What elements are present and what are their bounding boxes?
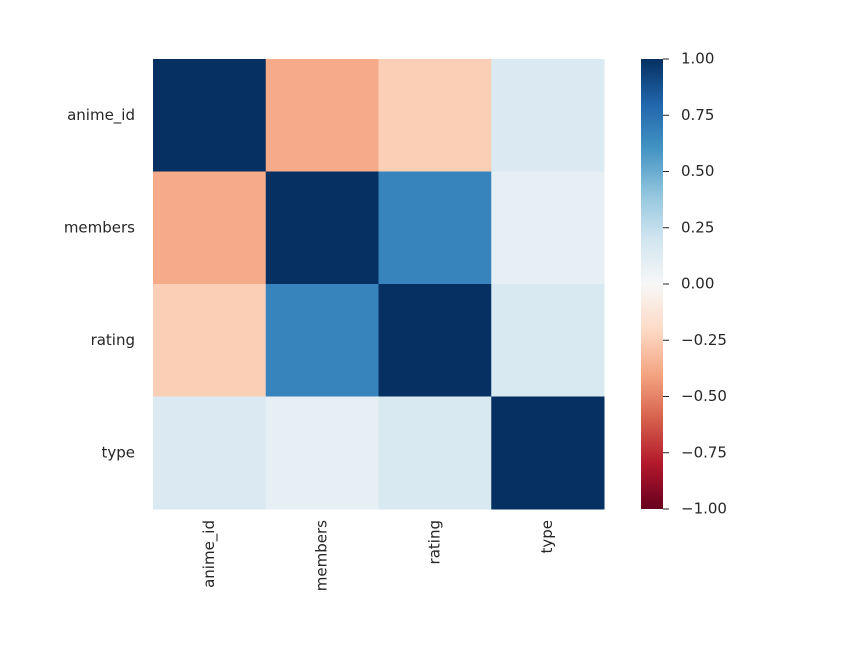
heatmap-cell	[265, 59, 379, 172]
x-tick-label: rating	[425, 520, 443, 564]
y-tick-label: anime_id	[67, 106, 135, 125]
y-tick-label: type	[101, 443, 135, 461]
colorbar-tick-label: −1.00	[681, 500, 727, 518]
colorbar	[641, 59, 663, 509]
colorbar-tick-label: 0.50	[681, 162, 714, 180]
y-tick-label: rating	[91, 331, 135, 349]
heatmap-cell	[378, 59, 492, 172]
x-tick-label: members	[313, 520, 331, 591]
y-tick-label: members	[64, 218, 135, 236]
x-tick-label: type	[538, 520, 556, 554]
heatmap-cell	[265, 284, 379, 397]
heatmap-cell	[491, 171, 605, 285]
heatmap-cell	[153, 284, 267, 397]
colorbar-tick-label: 0.00	[681, 275, 714, 293]
colorbar-tick-label: −0.50	[681, 387, 727, 405]
heatmap-cell	[491, 284, 605, 397]
colorbar-tick-label: −0.75	[681, 443, 727, 461]
heatmap-cell	[491, 396, 605, 510]
heatmap-cell	[378, 171, 492, 285]
x-tick-label: anime_id	[200, 520, 219, 588]
heatmap-cell	[378, 396, 492, 510]
colorbar-tick-label: −0.25	[681, 331, 727, 349]
heatmap-cell	[153, 171, 267, 285]
colorbar-tick-label: 1.00	[681, 50, 714, 68]
colorbar-tick-label: 0.25	[681, 218, 714, 236]
heatmap-cell	[491, 59, 605, 172]
colorbar-tick-label: 0.75	[681, 106, 714, 124]
heatmap-cell	[153, 59, 267, 172]
heatmap-cell	[265, 171, 379, 285]
heatmap-cell	[153, 396, 267, 510]
heatmap-cell	[378, 284, 492, 397]
heatmap-cell	[265, 396, 379, 510]
